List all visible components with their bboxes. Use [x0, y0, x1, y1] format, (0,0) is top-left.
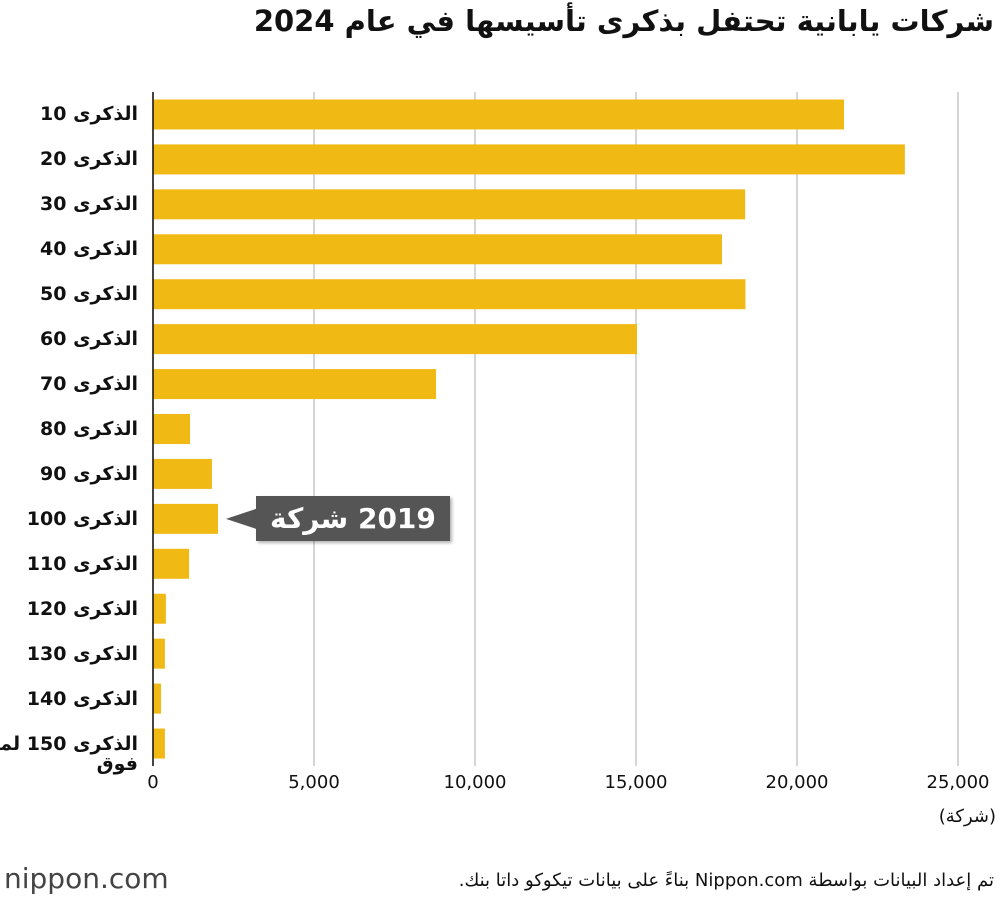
logo: nippon.com: [4, 862, 169, 895]
bar: [153, 458, 212, 489]
bar: [153, 414, 191, 444]
y-tick-label: الذكرى 40: [40, 238, 138, 261]
y-tick-label: الذكرى 10: [40, 103, 138, 126]
bar: [153, 548, 190, 579]
bar: [153, 503, 219, 534]
x-tick-label: 20,000: [765, 772, 829, 793]
bar: [153, 279, 746, 310]
y-tick-label: الذكرى 110: [26, 552, 138, 575]
bar: [153, 638, 165, 669]
bar: [153, 369, 437, 400]
source-note: تم إعداد البيانات بواسطة Nippon.com بناء…: [458, 870, 994, 891]
x-tick-label: 5,000: [288, 772, 340, 793]
value-label: 2019 شركة: [256, 496, 450, 542]
bar: [153, 144, 905, 175]
y-tick-label: الذكرى 100: [26, 507, 138, 530]
y-tick-label: الذكرى 130: [26, 642, 138, 665]
y-tick-label: الذكرى 80: [40, 418, 138, 440]
y-tick-label: الذكرى 120: [26, 597, 138, 620]
y-tick-label: الذكرى 30: [40, 193, 138, 216]
x-tick-label: 0: [147, 772, 159, 793]
y-tick-label: الذكرى 50: [40, 283, 138, 306]
bar: [153, 234, 722, 265]
y-tick-label: الذكرى 70: [40, 373, 138, 396]
chart-title: شركات يابانية تحتفل بذكرى تأسيسها في عام…: [253, 4, 994, 38]
bar: [153, 324, 637, 355]
x-tick-label: 15,000: [604, 772, 668, 793]
y-tick-label: الذكرى 150 لما فوق: [0, 732, 138, 775]
x-tick-label: 10,000: [443, 772, 507, 793]
annotation-pointer: [226, 508, 257, 529]
y-tick-label: الذكرى 20: [40, 148, 138, 171]
bar: [153, 99, 845, 130]
y-tick-label: الذكرى 140: [26, 687, 138, 710]
y-tick-label: الذكرى 90: [40, 462, 138, 485]
x-axis-label: (شركة): [938, 806, 996, 827]
x-tick-label: 25,000: [926, 772, 990, 793]
bar: [153, 728, 165, 759]
bar: [153, 593, 166, 624]
y-tick-label: الذكرى 60: [40, 328, 138, 351]
bar: [153, 683, 162, 714]
bar: [153, 189, 746, 220]
